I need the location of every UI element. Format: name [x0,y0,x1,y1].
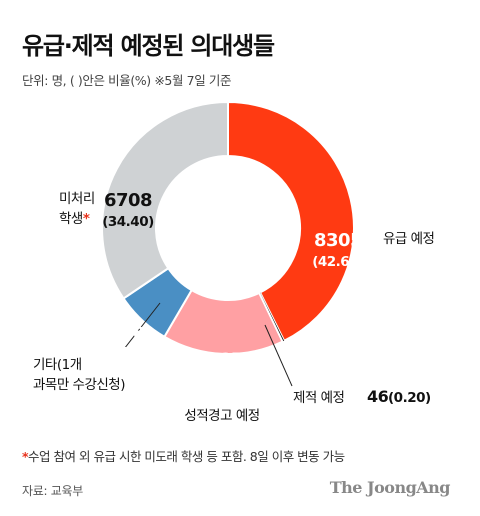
footnote: *수업 참여 외 유급 시한 미도래 학생 등 포함. 8일 이후 변동 가능 [22,446,345,465]
value-label-repeat: 8305 [314,230,362,251]
value-label-unprocessed: 6708 [104,190,152,211]
footnote-text: 수업 참여 외 유급 시한 미도래 학생 등 포함. 8일 이후 변동 가능 [28,449,345,464]
category-label-unprocessed-line2: 학생* [59,211,90,227]
leader-line-dropout [264,324,293,387]
category-label-unprocessed-text: 학생 [59,211,83,227]
percent-label-warning: (15.50) [195,374,245,389]
page-title: 유급·제적 예정된 의대생들 [22,32,275,60]
percent-label-dropout: (0.20) [388,390,431,406]
slice-repeat [227,100,355,343]
unit-note: 단위: 명, ( )안은 비율(%) ※5월 7일 기준 [22,73,232,88]
value-label-dropout: 46 [367,387,389,406]
leader-line-other [123,302,161,350]
category-label-dropout: 제적 예정 [293,390,344,406]
slice-unprocessed [101,100,229,300]
source-note: 자료: 교육부 [22,484,83,498]
percent-label-other: (7.10) [113,346,154,361]
percent-label-unprocessed: (34.40) [102,214,154,230]
value-label-warning: 3027 [197,350,242,370]
donut-slices [101,100,355,355]
brand-logo: The JoongAng [329,478,451,497]
footnote-star-mark: * [83,211,90,227]
category-label-unprocessed-line1: 미처리 [59,191,95,207]
value-label-other: 1389 [112,323,155,342]
category-label-other-line2: 과목만 수강신청) [33,377,125,393]
category-label-repeat: 유급 예정 [383,231,434,247]
leader-lines [123,302,293,387]
category-label-warning: 성적경고 예정 [184,408,259,424]
category-label-other-line1: 기타(1개 [33,357,82,373]
footnote-mark: * [22,449,29,464]
percent-label-repeat: (42.60) [312,254,364,270]
